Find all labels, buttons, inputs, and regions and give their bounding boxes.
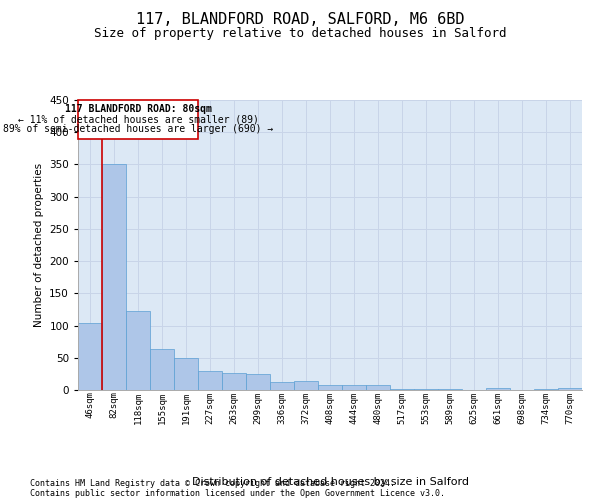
Bar: [150, 350, 174, 390]
Text: Size of property relative to detached houses in Salford: Size of property relative to detached ho…: [94, 28, 506, 40]
Bar: [342, 386, 366, 390]
Text: 117 BLANDFORD ROAD: 80sqm: 117 BLANDFORD ROAD: 80sqm: [65, 104, 211, 114]
Bar: [174, 358, 198, 390]
Text: 89% of semi-detached houses are larger (690) →: 89% of semi-detached houses are larger (…: [3, 124, 273, 134]
Bar: [78, 323, 102, 390]
Bar: [198, 370, 222, 390]
Bar: [102, 164, 126, 390]
Bar: [318, 386, 342, 390]
Bar: [246, 374, 270, 390]
Bar: [270, 382, 294, 390]
Text: 117, BLANDFORD ROAD, SALFORD, M6 6BD: 117, BLANDFORD ROAD, SALFORD, M6 6BD: [136, 12, 464, 28]
Bar: [126, 312, 150, 390]
Y-axis label: Number of detached properties: Number of detached properties: [34, 163, 44, 327]
Bar: [486, 388, 510, 390]
Bar: [558, 388, 582, 390]
Text: ← 11% of detached houses are smaller (89): ← 11% of detached houses are smaller (89…: [17, 114, 259, 124]
FancyBboxPatch shape: [78, 100, 198, 138]
Bar: [222, 372, 246, 390]
Bar: [294, 381, 318, 390]
Bar: [366, 386, 390, 390]
Bar: [390, 388, 414, 390]
Text: Contains public sector information licensed under the Open Government Licence v3: Contains public sector information licen…: [30, 488, 445, 498]
Text: Distribution of detached houses by size in Salford: Distribution of detached houses by size …: [191, 477, 469, 487]
Text: Contains HM Land Registry data © Crown copyright and database right 2024.: Contains HM Land Registry data © Crown c…: [30, 478, 395, 488]
